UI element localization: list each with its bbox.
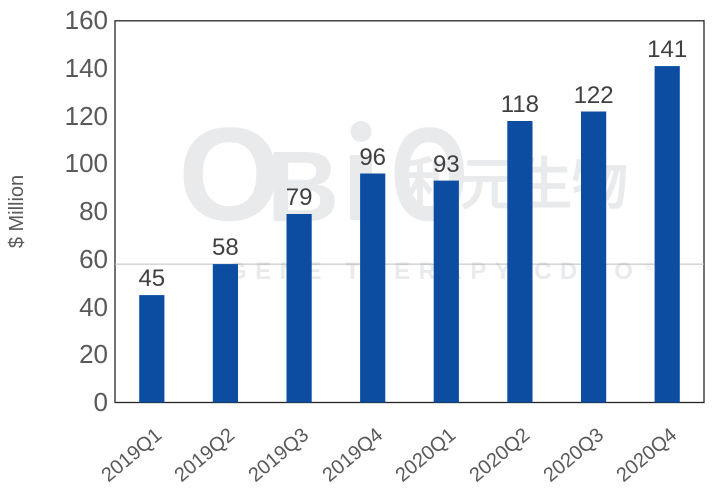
svg-text:O: O — [178, 101, 281, 249]
svg-text:®: ® — [645, 261, 653, 273]
